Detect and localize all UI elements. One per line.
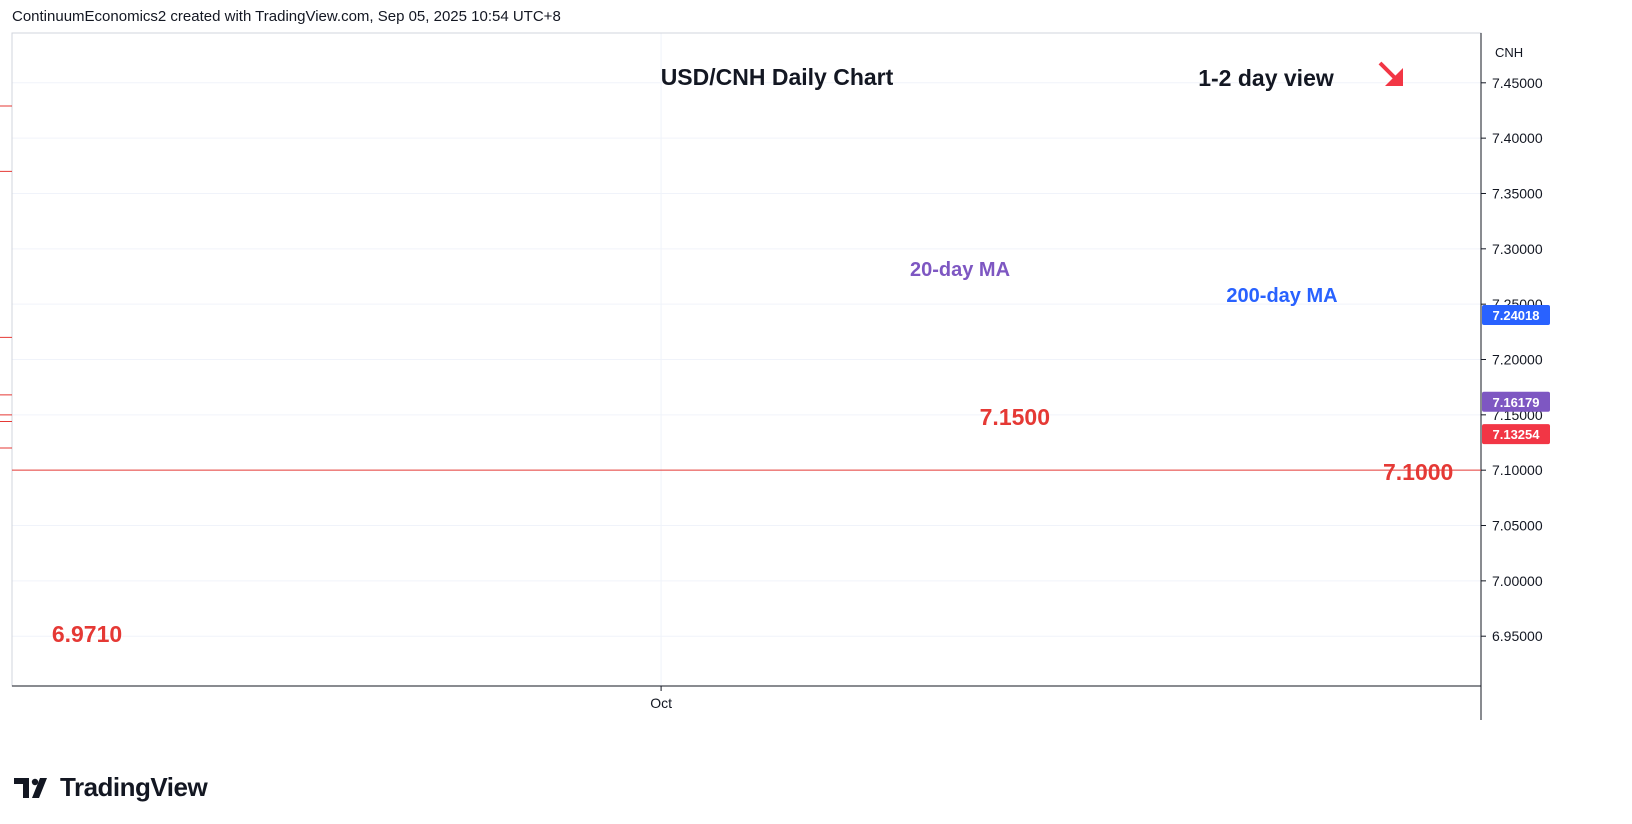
y-tick-label: 6.95000	[1492, 628, 1543, 644]
y-tick-label: 7.35000	[1492, 185, 1543, 201]
price-tag-label: 7.16179	[1493, 395, 1540, 410]
level-label: 7.1500	[980, 404, 1050, 430]
tradingview-logo[interactable]: TradingView	[14, 772, 208, 803]
time-axis: OctNovDec2025FebMarAprMayJunJulAugSepOct	[650, 686, 672, 711]
y-tick-label: 7.05000	[1492, 518, 1543, 534]
ma20-label: 20-day MA	[910, 259, 1010, 281]
y-tick-label: 7.40000	[1492, 130, 1543, 146]
symbol-label: CNH	[1495, 45, 1523, 60]
level-label: 6.9710	[52, 621, 122, 647]
arrow-down-right-icon	[1378, 61, 1403, 86]
y-tick-label: 7.00000	[1492, 573, 1543, 589]
price-tag	[1482, 391, 1550, 412]
price-tag	[1482, 424, 1550, 445]
y-tick-label: 7.20000	[1492, 352, 1543, 368]
y-tick-label: 7.45000	[1492, 75, 1543, 91]
tradingview-logo-icon	[14, 777, 47, 798]
tradingview-wordmark: TradingView	[60, 772, 208, 802]
chart-attribution: ContinuumEconomics2 created with Trading…	[12, 8, 561, 25]
price-tag-label: 7.24018	[1493, 308, 1540, 323]
view-label: 1-2 day view	[1198, 65, 1334, 91]
chart-grid	[12, 33, 1481, 686]
key-levels	[0, 105, 1481, 471]
y-tick-label: 7.10000	[1492, 462, 1543, 478]
y-tick-label: 7.30000	[1492, 241, 1543, 257]
price-tag	[1482, 305, 1550, 326]
ma200-label: 200-day MA	[1226, 285, 1337, 307]
price-axis: 6.950007.000007.050007.100007.150007.200…	[1481, 75, 1543, 644]
chart-title: USD/CNH Daily Chart	[661, 64, 894, 90]
price-tag-label: 7.13254	[1493, 427, 1541, 442]
x-tick-label: Oct	[650, 695, 672, 711]
level-label: 7.1000	[1383, 459, 1453, 485]
price-tags: 7.24018 7.16179 7.13254	[1482, 305, 1550, 445]
level-labels: 7.42907.37007.22007.16807.15007.14407.12…	[52, 404, 1454, 647]
